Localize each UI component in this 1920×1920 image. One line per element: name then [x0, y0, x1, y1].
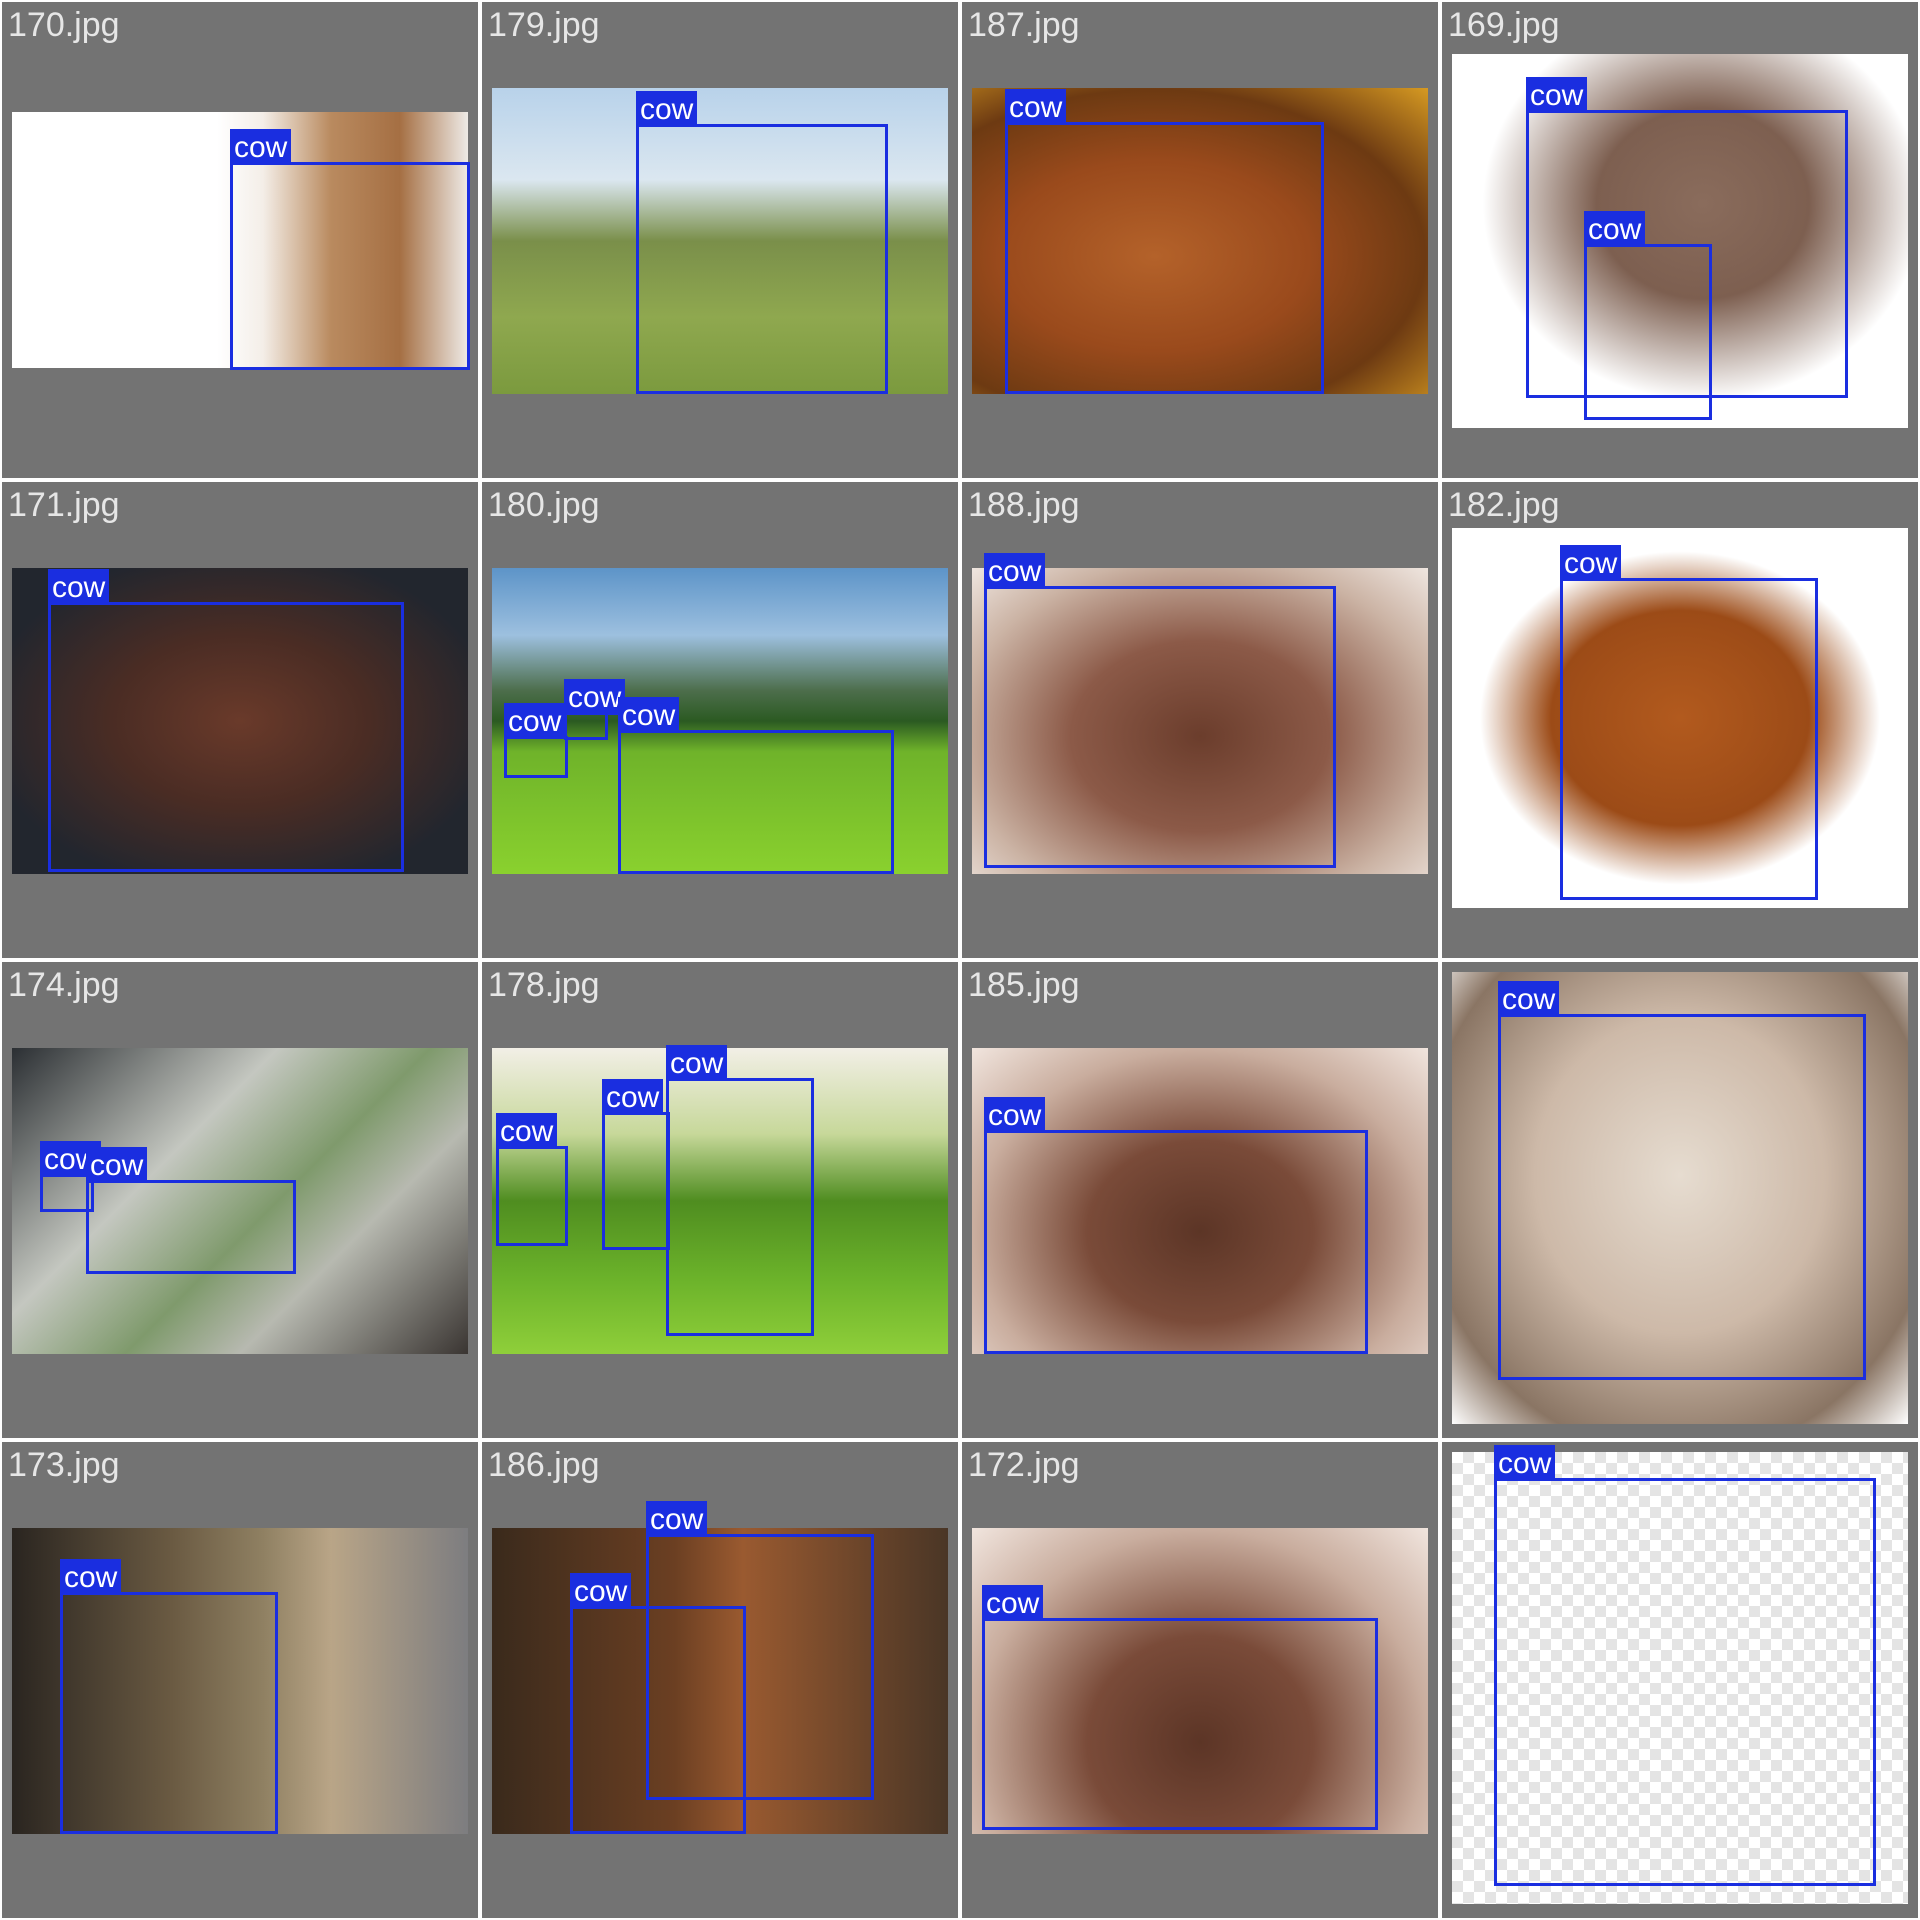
detection-label: cow: [636, 91, 698, 127]
detection-label: cow: [1560, 545, 1622, 581]
detection-label: cow: [1498, 981, 1560, 1017]
detection-label: cow: [984, 1097, 1046, 1133]
detection-label: cow: [666, 1045, 728, 1081]
detection-label: cow: [1584, 211, 1646, 247]
cow-photo: [972, 1048, 1428, 1354]
image-tile: cow 188.jpg: [960, 480, 1440, 960]
detection-box: cow: [982, 1585, 1378, 1830]
detection-box: cow: [504, 703, 568, 778]
detection-box: cow: [1498, 981, 1866, 1380]
detection-box: cow: [1005, 89, 1324, 394]
detection-box: cow: [60, 1559, 278, 1834]
filename-label: 173.jpg: [8, 1446, 120, 1484]
detection-label: cow: [570, 1573, 632, 1609]
filename-label: 188.jpg: [968, 486, 1080, 524]
filename-label: 185.jpg: [968, 966, 1080, 1004]
detection-label: cow: [230, 129, 292, 165]
detection-label: cow: [86, 1147, 148, 1183]
detection-box: cow: [230, 129, 470, 370]
detection-box: cow: [636, 91, 888, 394]
detection-box: cow: [984, 553, 1336, 868]
image-tile: cow 173.jpg: [0, 1440, 480, 1920]
detection-box: cow: [984, 1097, 1368, 1354]
cow-photo: [1452, 972, 1908, 1424]
detection-box: cow: [646, 1501, 874, 1800]
image-tile: cow cow 174.jpg: [0, 960, 480, 1440]
detection-box: cow: [570, 1573, 746, 1834]
image-tile: cow cow cow 178.jpg: [480, 960, 960, 1440]
filename-label: 170.jpg: [8, 6, 120, 44]
filename-label: 169.jpg: [1448, 6, 1560, 44]
image-tile: cow cow 169.jpg: [1440, 0, 1920, 480]
detection-box: cow: [618, 697, 894, 874]
filename-label: 186.jpg: [488, 1446, 600, 1484]
detection-label: cow: [602, 1079, 664, 1115]
detection-box: cow: [1494, 1445, 1876, 1886]
cow-photo: [1452, 528, 1908, 908]
image-tile: cow cow cow 180.jpg: [480, 480, 960, 960]
cow-photo: [972, 568, 1428, 874]
image-tile: cow cow 186.jpg: [480, 1440, 960, 1920]
image-tile: cow 179.jpg: [480, 0, 960, 480]
image-tile: cow 171.jpg: [0, 480, 480, 960]
image-tile: cow: [1440, 1440, 1920, 1920]
filename-label: 179.jpg: [488, 6, 600, 44]
filename-label: 174.jpg: [8, 966, 120, 1004]
filename-label: 178.jpg: [488, 966, 600, 1004]
detection-label: cow: [1005, 89, 1067, 125]
detection-label: cow: [564, 679, 626, 715]
detection-box: cow: [48, 569, 404, 872]
detection-box: cow: [1526, 77, 1848, 398]
filename-label: 182.jpg: [1448, 486, 1560, 524]
image-tile: cow 172.jpg: [960, 1440, 1440, 1920]
detection-box: cow: [1584, 211, 1712, 420]
detection-label: cow: [646, 1501, 708, 1537]
cow-photo: [492, 88, 948, 394]
cow-photo: [12, 568, 468, 874]
detection-label: cow: [60, 1559, 122, 1595]
cow-photo: [972, 88, 1428, 394]
detection-label: cow: [984, 553, 1046, 589]
cow-photo: [492, 1048, 948, 1354]
detection-box: cow: [1560, 545, 1818, 900]
detection-box: cow: [602, 1079, 670, 1250]
detection-box: cow: [564, 679, 626, 740]
image-tile: cow 187.jpg: [960, 0, 1440, 480]
image-tile: cow 185.jpg: [960, 960, 1440, 1440]
detection-box: cow: [666, 1045, 814, 1336]
detection-label: cow: [504, 703, 566, 739]
detection-box: cow: [86, 1147, 296, 1274]
filename-label: 172.jpg: [968, 1446, 1080, 1484]
filename-label: 187.jpg: [968, 6, 1080, 44]
detection-label: cow: [982, 1585, 1044, 1621]
filename-label: 180.jpg: [488, 486, 600, 524]
detection-label: cow: [1494, 1445, 1556, 1481]
image-tile: cow 170.jpg: [0, 0, 480, 480]
detection-label: cow: [496, 1113, 558, 1149]
filename-label: 171.jpg: [8, 486, 120, 524]
cow-photo: [1452, 1452, 1908, 1904]
detection-label: cow: [48, 569, 110, 605]
cow-photo: [492, 568, 948, 874]
image-tile: cow: [1440, 960, 1920, 1440]
detection-label: cow: [1526, 77, 1588, 113]
cow-photo: [972, 1528, 1428, 1834]
detection-label: cow: [618, 697, 680, 733]
image-tile: cow 182.jpg: [1440, 480, 1920, 960]
detection-box: cow: [496, 1113, 568, 1246]
